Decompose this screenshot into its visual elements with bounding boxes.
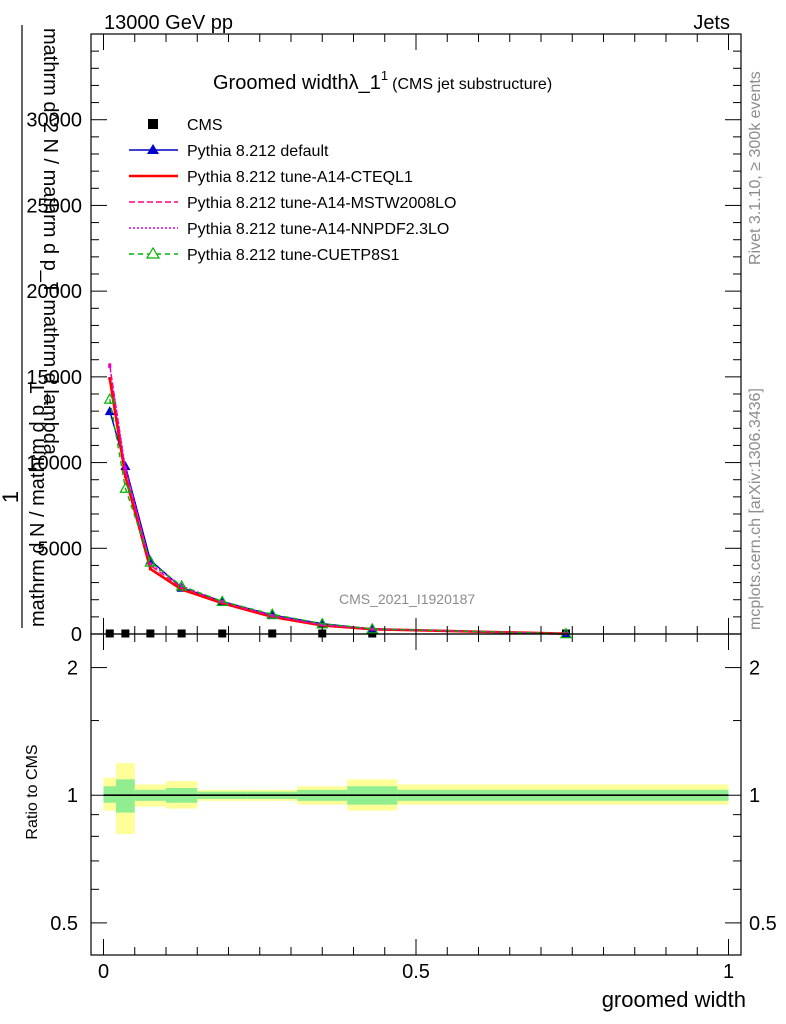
series-point-3	[180, 586, 184, 590]
legend-marker-cms	[148, 119, 158, 129]
series-point-2	[123, 474, 127, 478]
legend-marker-cuetp8s1	[145, 246, 161, 259]
series-point-4	[148, 562, 152, 566]
series-line-2	[108, 378, 567, 635]
plot-title: Groomed widthλ_11 (CMS jet substructure)	[213, 68, 552, 94]
legend: CMS Pythia 8.212 default Pythia 8.212 tune…	[129, 117, 456, 264]
plot-title-main: Groomed widthλ_1	[213, 72, 381, 94]
series-point-cuetp8s1	[175, 579, 188, 591]
series-point-2	[108, 377, 112, 381]
series-point-cuetp8s1	[366, 622, 379, 634]
series-point-cuetp8s1	[103, 392, 116, 404]
ratio-y-tick-label: 2	[67, 658, 78, 680]
y-axis-label-numerator: 1	[0, 491, 23, 503]
ratio-y-tick-label-right: 1	[749, 785, 760, 807]
energy-label: 13000 GeV pp	[104, 12, 233, 34]
main-y-tick-label: 10000	[26, 453, 82, 475]
main-series-curves	[103, 363, 573, 639]
legend-label: Pythia 8.212 tune-A14-CTEQL1	[187, 169, 413, 186]
main-y-tick-label: 30000	[26, 110, 82, 132]
series-point-4	[320, 623, 324, 627]
ratio-y-tick-label: 0.5	[50, 913, 78, 935]
y-axis-label-line1: mathrm d N / mathrm d p_T	[27, 381, 49, 627]
main-y-tick-label: 15000	[26, 367, 82, 389]
series-point-cuetp8s1	[144, 555, 157, 567]
series-point-4	[123, 466, 127, 470]
series-point-3	[108, 363, 112, 367]
plot-title-subtitle: (CMS jet substructure)	[392, 76, 552, 93]
series-point-4	[270, 613, 274, 617]
series-point-cuetp8s1	[559, 627, 573, 639]
main-y-tick-label: 20000	[26, 281, 82, 303]
ratio-axis-label: Ratio to CMS	[24, 744, 41, 839]
ratio-y-tick-label: 1	[67, 785, 78, 807]
series-point-2	[148, 567, 152, 571]
series-point-3	[123, 469, 127, 473]
series-point-4	[370, 627, 374, 631]
series-line-1	[109, 410, 567, 635]
legend-label: Pythia 8.212 tune-A14-NNPDF2.3LO	[187, 221, 449, 238]
main-y-tick-label: 0	[71, 624, 82, 646]
rivet-label: Rivet 3.1.10, ≥ 300k events	[747, 71, 764, 265]
main-y-tick-label: 5000	[38, 538, 83, 560]
series-point-cuetp8s1	[216, 595, 229, 607]
series-line-4	[109, 366, 567, 635]
legend-label: CMS	[187, 117, 223, 134]
x-tick-label: 1	[723, 961, 734, 983]
main-axes: 0 5000 10000 15000 20000 25000 30000	[26, 33, 742, 646]
y-axis-label-line2: mathrm d^2 N / mathrm d p_T mathrm d lam…	[39, 28, 61, 456]
mcplots-label: mcplots.cern.ch [arXiv:1306.3436]	[747, 388, 764, 630]
plot-title-superscript: 1	[381, 68, 388, 83]
ratio-y-tick-label-right: 2	[749, 658, 760, 680]
series-point-4	[108, 365, 112, 369]
series-point-cuetp8s1	[119, 482, 132, 493]
ratio-axes: 0.5 0.5 1 1 2 2 0 0.5 1	[50, 633, 777, 983]
ratio-uncertainty-bands	[103, 763, 729, 835]
analysis-watermark: CMS_2021_I1920187	[339, 591, 475, 607]
x-tick-label: 0.5	[402, 961, 430, 983]
legend-label: Pythia 8.212 default	[187, 143, 329, 160]
x-tick-label: 0	[98, 961, 109, 983]
category-label: Jets	[693, 12, 730, 34]
series-point-default	[104, 406, 115, 416]
legend-label: Pythia 8.212 tune-A14-MSTW2008LO	[187, 195, 456, 212]
ratio-y-tick-label-right: 0.5	[749, 913, 777, 935]
series-line-5	[109, 398, 567, 635]
legend-marker-default	[147, 144, 159, 154]
x-axis-label: groomed width	[602, 987, 746, 1012]
series-point-cuetp8s1	[266, 608, 279, 619]
series-line-3	[109, 364, 567, 635]
legend-label: Pythia 8.212 tune-CUETP8S1	[187, 247, 400, 264]
series-point-4	[220, 599, 224, 603]
main-y-tick-label: 25000	[26, 195, 82, 217]
